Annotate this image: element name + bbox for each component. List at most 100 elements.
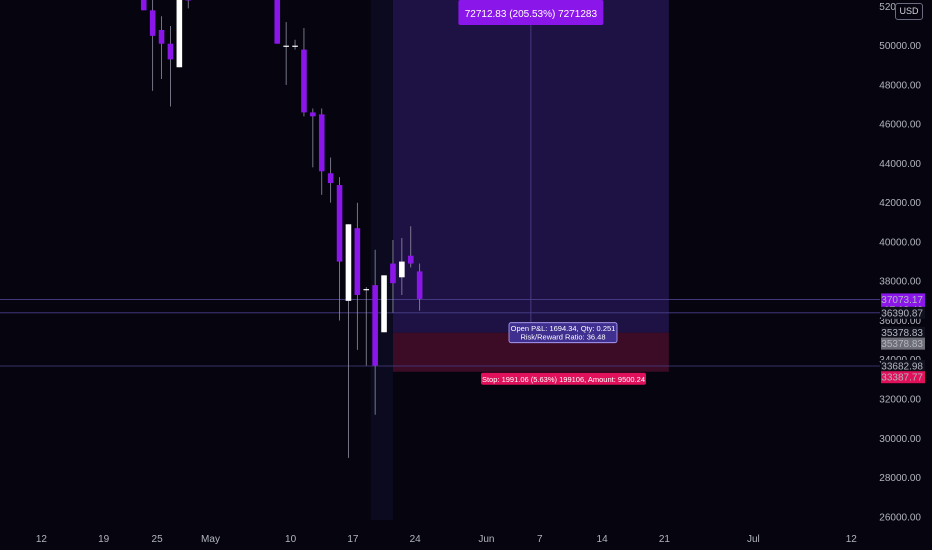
- x-tick-label-12: 12: [846, 534, 858, 545]
- x-tick-label-0: 12: [36, 534, 48, 545]
- x-tick-label-6: 24: [410, 534, 422, 545]
- candle-22: [416, 263, 423, 311]
- y-tick-label-5: 36000.00: [879, 316, 921, 327]
- y-tick-label-9: 44000.00: [879, 159, 921, 170]
- candle-body-22: [416, 271, 423, 299]
- pnl-label: Open P&L: 1694.34, Qty: 0.251Risk/Reward…: [508, 322, 618, 344]
- pnl-label-line1: Open P&L: 1694.34, Qty: 0.251: [511, 324, 616, 333]
- y-tick-label-6: 38000.00: [879, 277, 921, 288]
- price-tag-bg-5: [881, 371, 925, 384]
- candle-body-8: [292, 45, 298, 47]
- x-tick-label-9: 14: [597, 534, 609, 545]
- y-tick-label-7: 40000.00: [879, 237, 921, 248]
- x-tick-label-2: 25: [152, 534, 164, 545]
- y-tick-label-11: 48000.00: [879, 80, 921, 91]
- price-tag-1: 36390.87: [881, 306, 925, 319]
- stop-label: Stop: 1991.06 (5.63%) 199106, Amount: 95…: [481, 372, 646, 385]
- candle-4: [176, 0, 183, 68]
- candle-body-7: [283, 45, 289, 47]
- x-tick-label-11: Jul: [747, 534, 760, 545]
- candle-7: [283, 22, 289, 85]
- candle-12: [327, 157, 334, 203]
- stop-label-bg: [481, 372, 646, 385]
- candle-body-18: [381, 275, 387, 333]
- candle-body-20: [399, 261, 405, 278]
- x-tick-label-5: 17: [347, 534, 359, 545]
- candle-body-16: [363, 289, 370, 291]
- candle-body-14: [345, 224, 352, 301]
- target-label: 72712.83 (205.53%) 7271283: [458, 0, 604, 25]
- candle-16: [363, 287, 370, 366]
- price-tag-label-4: 33682.98: [881, 361, 923, 372]
- candle-17: [372, 249, 378, 415]
- candle-body-13: [336, 185, 343, 262]
- price-tag-2: 35378.83: [881, 326, 925, 339]
- candle-body-19: [390, 263, 396, 284]
- candle-18: [381, 275, 387, 333]
- candle-11: [318, 108, 325, 195]
- x-tick-label-8: 7: [537, 534, 543, 545]
- candle-10: [310, 108, 316, 168]
- candle-19: [390, 239, 396, 313]
- candle-8: [292, 39, 298, 50]
- pnl-label-line2: Risk/Reward Ratio: 36.48: [520, 333, 605, 342]
- candle-1: [149, 0, 156, 91]
- candle-body-2: [158, 29, 165, 44]
- currency-badge[interactable]: USD: [895, 3, 923, 20]
- candle-0: [140, 0, 147, 11]
- candle-5: [185, 0, 192, 9]
- stop-label-text: Stop: 1991.06 (5.63%) 199106, Amount: 95…: [482, 375, 645, 384]
- highlight-band: [370, 0, 393, 520]
- y-tick-label-10: 46000.00: [879, 120, 921, 131]
- x-tick-label-1: 19: [98, 534, 110, 545]
- price-tag-label-1: 36390.87: [881, 308, 923, 319]
- candle-body-11: [318, 114, 325, 172]
- candle-body-9: [301, 49, 307, 113]
- candle-body-10: [310, 112, 316, 117]
- candle-9: [301, 27, 307, 117]
- price-tag-label-3: 35378.83: [881, 339, 923, 350]
- candle-body-0: [140, 0, 147, 11]
- price-tag-label-2: 35378.83: [881, 328, 923, 339]
- y-tick-label-2: 30000.00: [879, 434, 921, 445]
- y-tick-label-12: 50000.00: [879, 41, 921, 52]
- price-tag-bg-2: [881, 326, 925, 339]
- x-tick-label-10: 21: [659, 534, 671, 545]
- candle-2: [158, 16, 165, 80]
- candle-13: [336, 177, 343, 321]
- candle-15: [354, 202, 361, 350]
- target-label-text: 72712.83 (205.53%) 7271283: [465, 9, 598, 20]
- candle-body-15: [354, 228, 361, 295]
- y-tick-label-1: 28000.00: [879, 473, 921, 484]
- price-tag-bg-1: [881, 306, 925, 319]
- candle-body-1: [149, 10, 156, 36]
- candle-3: [167, 26, 174, 107]
- candle-body-6: [274, 0, 281, 44]
- candle-14: [345, 224, 352, 458]
- price-tag-bg-4: [881, 359, 925, 372]
- price-tag-label-0: 37073.17: [881, 295, 923, 306]
- x-tick-label-7: Jun: [478, 534, 494, 545]
- price-tag-5: 33387.77: [881, 371, 925, 384]
- candle-body-5: [185, 0, 192, 1]
- target-label-bg: [458, 0, 604, 25]
- candle-body-4: [176, 0, 183, 68]
- price-tag-3: 35378.83: [881, 337, 925, 350]
- y-tick-label-3: 32000.00: [879, 395, 921, 406]
- y-tick-label-0: 26000.00: [879, 512, 921, 523]
- candle-body-3: [167, 43, 174, 60]
- candle-20: [399, 238, 405, 295]
- x-tick-label-3: May: [201, 534, 220, 545]
- candle-6: [274, 0, 281, 44]
- candle-body-12: [327, 173, 334, 184]
- candle-body-17: [372, 285, 378, 366]
- pnl-label-bg: [508, 322, 618, 344]
- candle-21: [407, 226, 414, 268]
- x-tick-label-4: 10: [285, 534, 297, 545]
- y-tick-label-8: 42000.00: [879, 198, 921, 209]
- candle-body-21: [407, 255, 414, 264]
- price-tag-label-5: 33387.77: [881, 373, 923, 384]
- price-tag-4: 33682.98: [881, 359, 925, 372]
- price-tag-bg-3: [881, 337, 925, 350]
